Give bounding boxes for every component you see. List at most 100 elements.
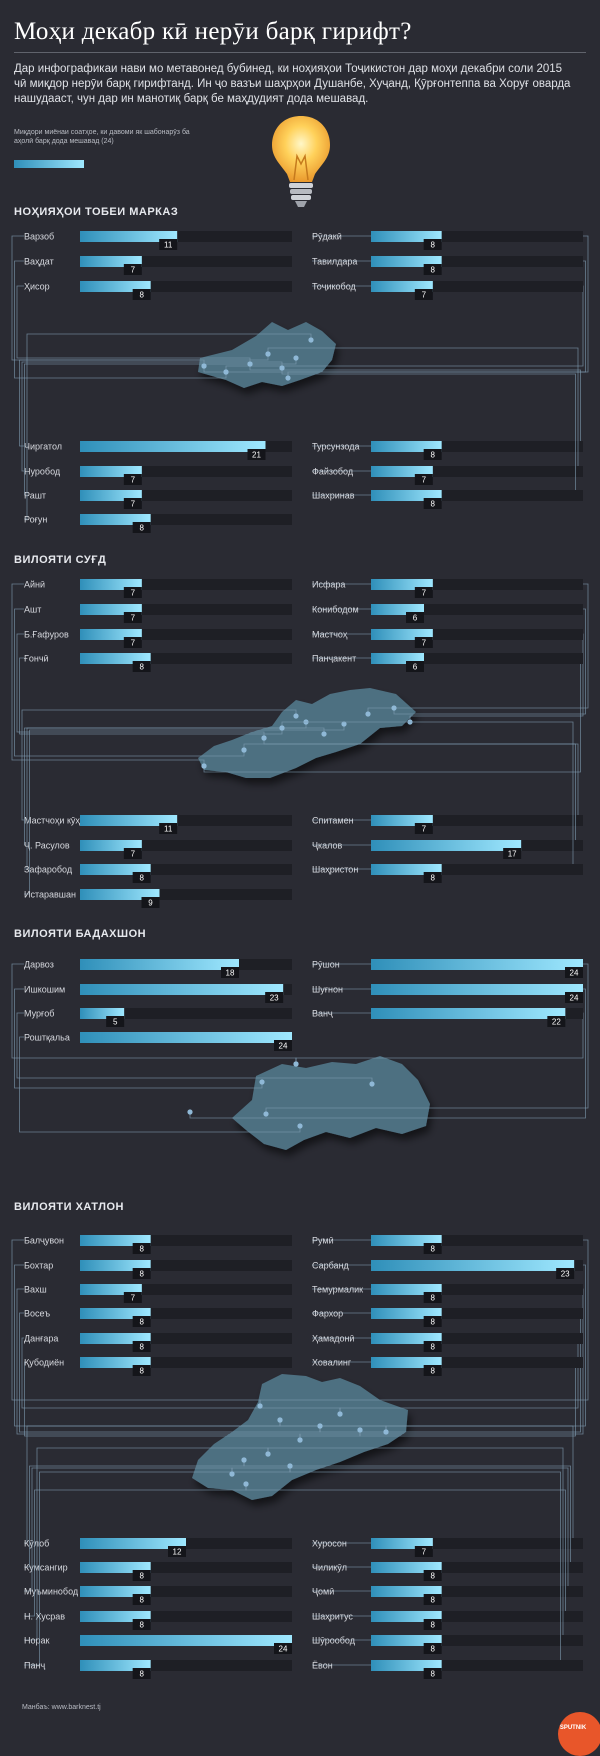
bar	[80, 441, 266, 452]
value-box	[423, 1341, 442, 1352]
district-label: Румӣ	[312, 1236, 334, 1246]
bar-track	[371, 604, 583, 615]
bar	[80, 1611, 151, 1622]
bar-track	[80, 604, 292, 615]
value-label: 18	[226, 969, 235, 978]
map-point	[261, 735, 267, 741]
bar-track	[371, 1308, 583, 1319]
value-label: 7	[422, 476, 427, 485]
bar-track	[371, 1235, 583, 1246]
bar-track	[371, 1284, 583, 1295]
district-label: Айнӣ	[24, 580, 45, 590]
value-box	[221, 967, 239, 978]
map-point	[265, 1451, 271, 1457]
bar	[80, 959, 239, 970]
value-box	[274, 1040, 292, 1051]
value-box	[132, 1316, 151, 1327]
value-label: 7	[131, 476, 136, 485]
bar	[80, 466, 142, 477]
value-box	[414, 1546, 433, 1557]
district-label: Дарвоз	[24, 960, 54, 970]
map-point	[263, 1111, 269, 1117]
page-title: Моҳи декабр кӣ нерӯи барқ гирифт?	[14, 18, 412, 45]
value-box	[414, 637, 433, 648]
value-box	[141, 897, 160, 908]
bar	[371, 1260, 575, 1271]
value-label: 11	[164, 241, 173, 250]
value-box	[406, 661, 424, 672]
district-label: Ҳамадонӣ	[312, 1334, 354, 1344]
map-point	[321, 731, 327, 737]
value-label: 8	[430, 241, 435, 250]
bar-track	[80, 579, 292, 590]
district-label: Бохтар	[24, 1261, 53, 1271]
value-box	[423, 1619, 442, 1630]
map-point	[257, 1403, 263, 1409]
value-label: 7	[422, 291, 427, 300]
value-box	[406, 612, 424, 623]
district-label: Кумсангир	[24, 1563, 68, 1573]
district-label: Сарбанд	[312, 1261, 350, 1271]
value-label: 7	[131, 639, 136, 648]
value-box	[132, 1268, 151, 1279]
map-point	[293, 1061, 299, 1067]
value-box	[132, 289, 151, 300]
map-point	[357, 1427, 363, 1433]
source-note: Манбаъ: www.barknest.tj	[22, 1704, 101, 1711]
district-label: Данғара	[24, 1334, 58, 1344]
bar-track	[80, 1008, 292, 1019]
bar-track	[80, 1660, 292, 1671]
value-box	[123, 848, 142, 859]
value-label: 6	[413, 663, 418, 672]
value-label: 7	[422, 639, 427, 648]
map-point	[247, 361, 253, 367]
bar	[80, 984, 284, 995]
chart-section-1: Айнӣ 7 Ашт 7 Б.Ғафуров 7 Ғончӣ 8 Мастчоҳи кӯҳӣ 11…	[11, 579, 589, 908]
bar	[80, 1308, 151, 1319]
district-label: Б.Ғафуров	[24, 630, 69, 640]
legend-bar-fill	[14, 160, 84, 168]
value-label: 7	[131, 850, 136, 859]
value-box	[123, 612, 142, 623]
map-point	[287, 1463, 293, 1469]
value-label: 23	[561, 1270, 570, 1279]
bar	[80, 1333, 151, 1344]
bar	[371, 653, 424, 664]
map-point	[285, 375, 291, 381]
bar-track	[80, 1586, 292, 1597]
bar-track	[371, 864, 583, 875]
value-label: 22	[552, 1018, 561, 1027]
value-box	[565, 967, 583, 978]
bar	[80, 604, 142, 615]
bar	[80, 281, 151, 292]
district-label: Конибодом	[312, 605, 359, 615]
connector-line	[16, 1012, 373, 1084]
value-label: 7	[131, 266, 136, 275]
value-label: 24	[279, 1042, 288, 1051]
bar	[80, 1660, 151, 1671]
lightbulb-icon	[272, 116, 330, 207]
connector-line	[14, 260, 227, 379]
value-box	[132, 522, 151, 533]
value-box	[132, 1594, 151, 1605]
bar-track	[80, 815, 292, 826]
map-point	[293, 355, 299, 361]
value-box	[123, 587, 142, 598]
bar	[80, 579, 142, 590]
bar	[80, 1538, 186, 1549]
bar-track	[371, 441, 583, 452]
bar-track	[80, 1235, 292, 1246]
region-map-1	[198, 688, 416, 778]
bar	[371, 629, 433, 640]
map-point	[308, 337, 314, 343]
value-box	[123, 498, 142, 509]
value-box	[247, 449, 266, 460]
value-label: 24	[570, 969, 579, 978]
value-box	[423, 1643, 442, 1654]
value-label: 8	[139, 874, 144, 883]
value-label: 8	[139, 291, 144, 300]
bar-track	[371, 466, 583, 477]
district-label: Ховалинг	[312, 1358, 352, 1368]
value-label: 7	[131, 614, 136, 623]
value-box	[547, 1016, 566, 1027]
